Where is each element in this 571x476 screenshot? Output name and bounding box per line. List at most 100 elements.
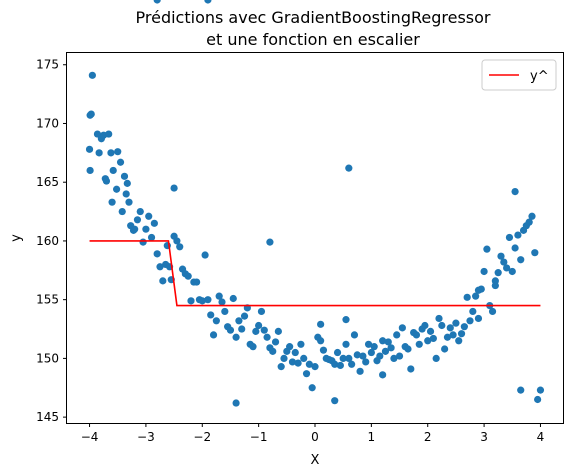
data-point bbox=[153, 250, 161, 258]
x-tick-label: 0 bbox=[311, 430, 319, 444]
data-point bbox=[240, 312, 249, 320]
axes: −4 −3 −2 −1 0 1 2 3 4 145 150 155 160 165 170 175 bbox=[36, 0, 564, 444]
data-point bbox=[120, 172, 129, 180]
data-point bbox=[517, 256, 525, 264]
x-tick-label: −1 bbox=[250, 430, 268, 444]
data-point bbox=[443, 333, 452, 341]
y-tick-label: 170 bbox=[36, 116, 59, 130]
data-point bbox=[113, 185, 121, 193]
data-point bbox=[517, 386, 525, 394]
data-point bbox=[291, 348, 299, 357]
data-point bbox=[342, 340, 350, 348]
data-point bbox=[107, 149, 115, 157]
data-point bbox=[193, 278, 201, 286]
data-point bbox=[238, 325, 246, 333]
data-point bbox=[133, 216, 142, 224]
data-point bbox=[370, 343, 378, 351]
data-point bbox=[528, 212, 536, 220]
data-point bbox=[455, 337, 463, 345]
data-point bbox=[252, 327, 260, 335]
data-point bbox=[497, 252, 505, 260]
data-point bbox=[263, 333, 271, 341]
y-tick-label: 155 bbox=[36, 293, 59, 307]
data-point bbox=[449, 331, 457, 339]
data-point bbox=[288, 358, 297, 366]
data-point bbox=[266, 238, 274, 246]
data-point bbox=[156, 263, 164, 271]
data-point bbox=[159, 277, 167, 285]
plot-frame bbox=[66, 52, 564, 424]
data-point bbox=[435, 314, 443, 323]
chart-title-line-1: Prédictions avec GradientBoostingRegress… bbox=[136, 8, 491, 27]
legend: y^ bbox=[481, 59, 557, 91]
data-point bbox=[123, 179, 131, 187]
data-point bbox=[514, 231, 522, 239]
data-point bbox=[348, 360, 356, 368]
chart-title-line-2: et une fonction en escalier bbox=[206, 30, 420, 49]
data-point bbox=[412, 331, 421, 339]
data-point bbox=[153, 0, 161, 4]
data-point bbox=[280, 354, 288, 362]
data-point bbox=[102, 177, 111, 185]
data-point bbox=[204, 296, 212, 304]
data-point bbox=[109, 166, 117, 175]
data-point bbox=[362, 358, 370, 366]
y-axis-ticks: 145 150 155 160 165 170 175 bbox=[36, 58, 67, 424]
data-point bbox=[438, 321, 446, 330]
data-point bbox=[407, 365, 415, 373]
data-point bbox=[345, 354, 353, 362]
data-point bbox=[311, 363, 319, 371]
data-point bbox=[387, 344, 395, 352]
data-point bbox=[232, 333, 240, 341]
data-point bbox=[300, 354, 308, 362]
data-point bbox=[503, 264, 511, 272]
data-point bbox=[331, 397, 339, 405]
data-point bbox=[286, 343, 294, 351]
data-point bbox=[466, 317, 474, 325]
data-point bbox=[204, 0, 212, 4]
data-point bbox=[500, 258, 508, 266]
data-point bbox=[364, 340, 373, 348]
data-point bbox=[494, 269, 502, 277]
data-point bbox=[398, 324, 406, 332]
data-point bbox=[184, 272, 192, 280]
data-point bbox=[176, 243, 184, 251]
data-point bbox=[508, 267, 516, 276]
data-point bbox=[463, 293, 471, 301]
data-point bbox=[488, 307, 497, 316]
data-point bbox=[209, 331, 218, 339]
data-point bbox=[379, 337, 387, 345]
data-point bbox=[297, 340, 305, 348]
data-point bbox=[118, 207, 126, 216]
data-point bbox=[480, 267, 488, 276]
data-point bbox=[198, 297, 206, 305]
plot-marks bbox=[85, 0, 545, 407]
data-point bbox=[150, 219, 158, 227]
data-point bbox=[505, 233, 514, 242]
data-point bbox=[336, 361, 344, 370]
data-point bbox=[269, 347, 277, 355]
data-point bbox=[491, 277, 499, 285]
data-point bbox=[131, 225, 139, 233]
data-point bbox=[317, 337, 325, 345]
data-point bbox=[379, 371, 387, 379]
data-point bbox=[108, 198, 116, 206]
y-axis-label: y bbox=[9, 234, 24, 242]
data-point bbox=[331, 360, 339, 368]
data-point bbox=[93, 130, 102, 138]
data-point bbox=[469, 307, 477, 316]
data-point bbox=[333, 348, 342, 357]
data-point bbox=[170, 184, 178, 192]
data-point bbox=[317, 320, 325, 328]
data-point bbox=[235, 317, 243, 325]
data-point bbox=[145, 212, 153, 220]
data-point bbox=[390, 354, 398, 362]
data-point bbox=[424, 337, 432, 345]
data-point bbox=[384, 338, 392, 346]
data-point bbox=[221, 307, 229, 316]
data-point bbox=[536, 386, 545, 394]
data-point bbox=[212, 317, 220, 325]
data-point bbox=[201, 251, 209, 259]
